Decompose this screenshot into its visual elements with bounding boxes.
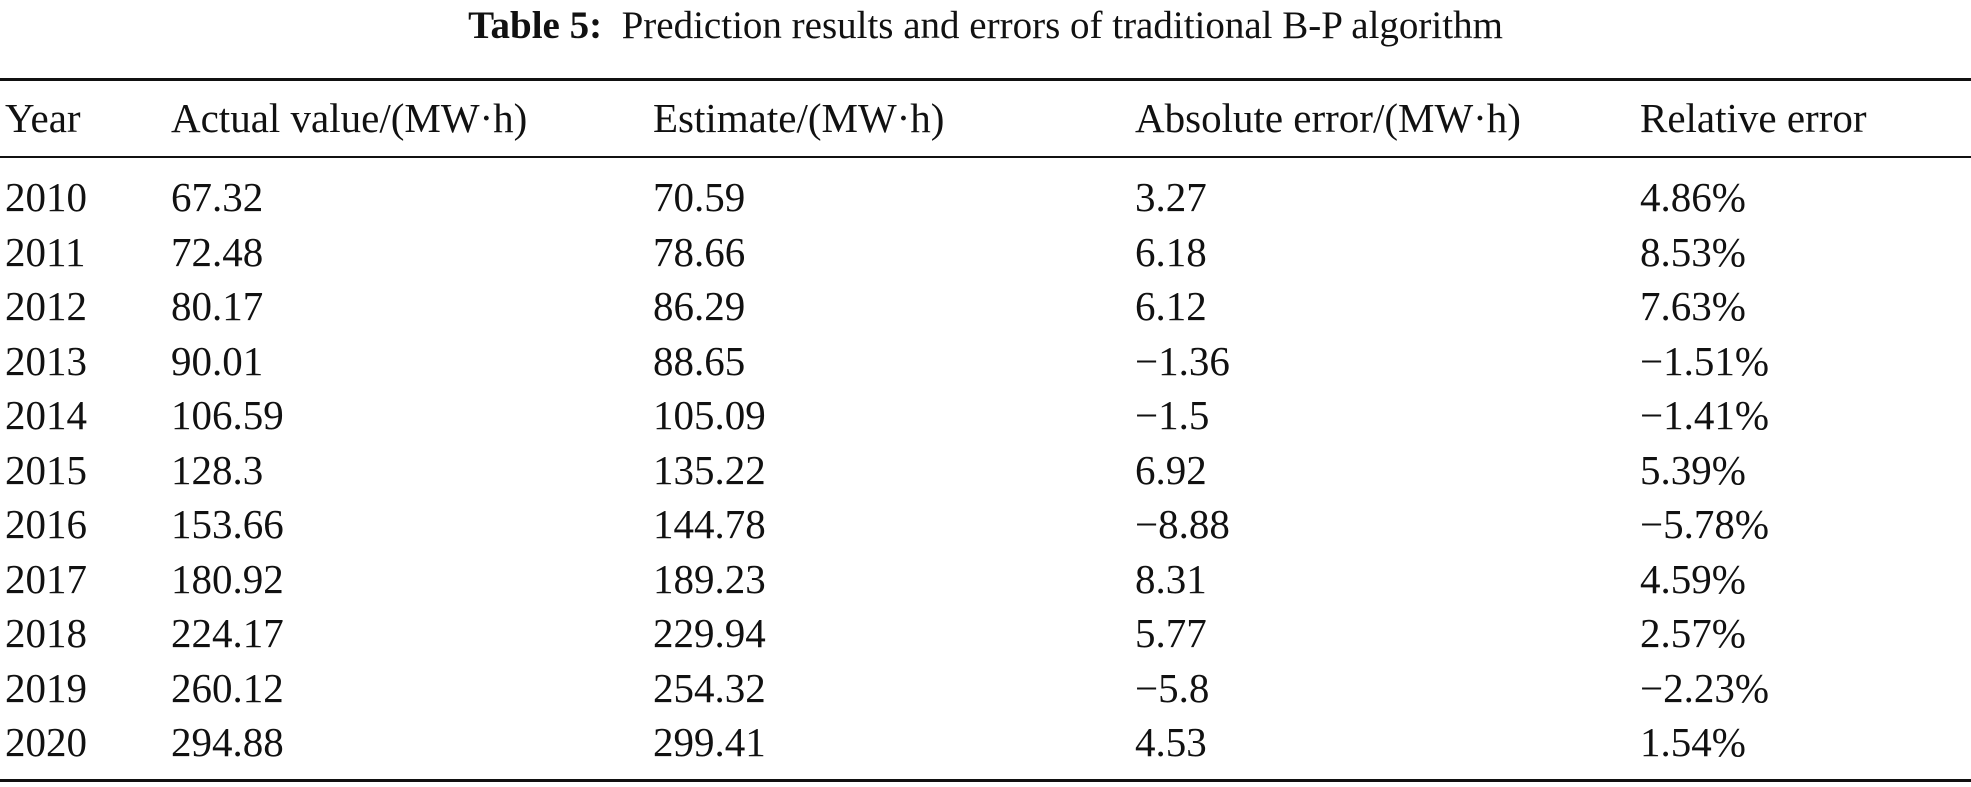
cell-relative-error: −2.23% — [1640, 664, 1770, 711]
header-year: Year — [5, 95, 81, 141]
table-row: 2010 67.32 70.59 3.27 4.86% — [0, 170, 1971, 225]
cell-absolute-error: 6.12 — [1135, 283, 1207, 329]
cell-actual-value: 72.48 — [171, 228, 264, 275]
cell-actual-value: 80.17 — [171, 283, 264, 329]
table-row: 2012 80.17 86.29 6.12 7.63% — [0, 279, 1971, 334]
table-body: 2010 67.32 70.59 3.27 4.86% 2011 72.48 7… — [0, 170, 1971, 770]
cell-absolute-error: −8.88 — [1135, 501, 1230, 547]
table-row: 2020 294.88 299.41 4.53 1.54% — [0, 715, 1971, 770]
table-row: 2015 128.3 135.22 6.92 5.39% — [0, 443, 1971, 498]
cell-year: 2016 — [5, 501, 87, 547]
cell-year: 2013 — [5, 337, 87, 384]
table-row: 2018 224.17 229.94 5.77 2.57% — [0, 606, 1971, 661]
table-bottom-rule — [0, 779, 1971, 782]
header-estimate: Estimate/(MW·h) — [653, 95, 945, 141]
cell-year: 2011 — [5, 228, 86, 275]
cell-year: 2018 — [5, 610, 87, 656]
cell-year: 2020 — [5, 719, 87, 765]
cell-absolute-error: 6.92 — [1135, 446, 1207, 493]
cell-actual-value: 106.59 — [171, 392, 284, 438]
cell-actual-value: 128.3 — [171, 446, 264, 493]
table-row: 2013 90.01 88.65 −1.36 −1.51% — [0, 334, 1971, 389]
cell-absolute-error: 4.53 — [1135, 719, 1207, 765]
table-row: 2016 153.66 144.78 −8.88 −5.78% — [0, 497, 1971, 552]
cell-estimate: 135.22 — [653, 446, 766, 493]
header-actual-value: Actual value/(MW·h) — [171, 95, 528, 141]
cell-relative-error: 1.54% — [1640, 719, 1746, 765]
cell-estimate: 86.29 — [653, 283, 746, 329]
cell-relative-error: 7.63% — [1640, 283, 1746, 329]
table-top-rule — [0, 78, 1971, 81]
cell-relative-error: 2.57% — [1640, 610, 1746, 656]
cell-year: 2017 — [5, 555, 87, 602]
cell-absolute-error: −1.5 — [1135, 392, 1210, 438]
table-row: 2011 72.48 78.66 6.18 8.53% — [0, 225, 1971, 280]
table-caption-text: Prediction results and errors of traditi… — [621, 4, 1503, 47]
cell-actual-value: 67.32 — [171, 174, 264, 220]
cell-absolute-error: 8.31 — [1135, 555, 1207, 602]
cell-absolute-error: −5.8 — [1135, 664, 1210, 711]
cell-estimate: 189.23 — [653, 555, 766, 602]
cell-estimate: 70.59 — [653, 174, 746, 220]
header-absolute-error: Absolute error/(MW·h) — [1135, 95, 1521, 141]
cell-estimate: 105.09 — [653, 392, 766, 438]
table-header-row: Year Actual value/(MW·h) Estimate/(MW·h)… — [0, 84, 1971, 152]
table-caption: Table 5: Prediction results and errors o… — [0, 0, 1971, 52]
cell-estimate: 144.78 — [653, 501, 766, 547]
cell-actual-value: 294.88 — [171, 719, 284, 765]
table-row: 2017 180.92 189.23 8.31 4.59% — [0, 552, 1971, 607]
table-row: 2019 260.12 254.32 −5.8 −2.23% — [0, 661, 1971, 716]
cell-year: 2010 — [5, 174, 87, 220]
cell-relative-error: 8.53% — [1640, 228, 1746, 275]
cell-relative-error: 5.39% — [1640, 446, 1746, 493]
cell-year: 2012 — [5, 283, 87, 329]
table-header-rule — [0, 156, 1971, 158]
cell-absolute-error: 5.77 — [1135, 610, 1207, 656]
cell-year: 2015 — [5, 446, 87, 493]
cell-relative-error: −1.51% — [1640, 337, 1770, 384]
cell-actual-value: 224.17 — [171, 610, 284, 656]
cell-relative-error: 4.59% — [1640, 555, 1746, 602]
cell-actual-value: 90.01 — [171, 337, 264, 384]
table-caption-label: Table 5: — [468, 4, 603, 47]
cell-actual-value: 180.92 — [171, 555, 284, 602]
cell-absolute-error: 3.27 — [1135, 174, 1207, 220]
cell-relative-error: 4.86% — [1640, 174, 1746, 220]
cell-estimate: 254.32 — [653, 664, 766, 711]
cell-estimate: 299.41 — [653, 719, 766, 765]
cell-actual-value: 153.66 — [171, 501, 284, 547]
cell-absolute-error: 6.18 — [1135, 228, 1207, 275]
cell-estimate: 229.94 — [653, 610, 766, 656]
cell-absolute-error: −1.36 — [1135, 337, 1230, 384]
cell-estimate: 88.65 — [653, 337, 746, 384]
cell-year: 2014 — [5, 392, 87, 438]
cell-estimate: 78.66 — [653, 228, 746, 275]
cell-relative-error: −1.41% — [1640, 392, 1770, 438]
cell-year: 2019 — [5, 664, 87, 711]
header-relative-error: Relative error — [1640, 95, 1867, 141]
table-row: 2014 106.59 105.09 −1.5 −1.41% — [0, 388, 1971, 443]
cell-relative-error: −5.78% — [1640, 501, 1770, 547]
cell-actual-value: 260.12 — [171, 664, 284, 711]
